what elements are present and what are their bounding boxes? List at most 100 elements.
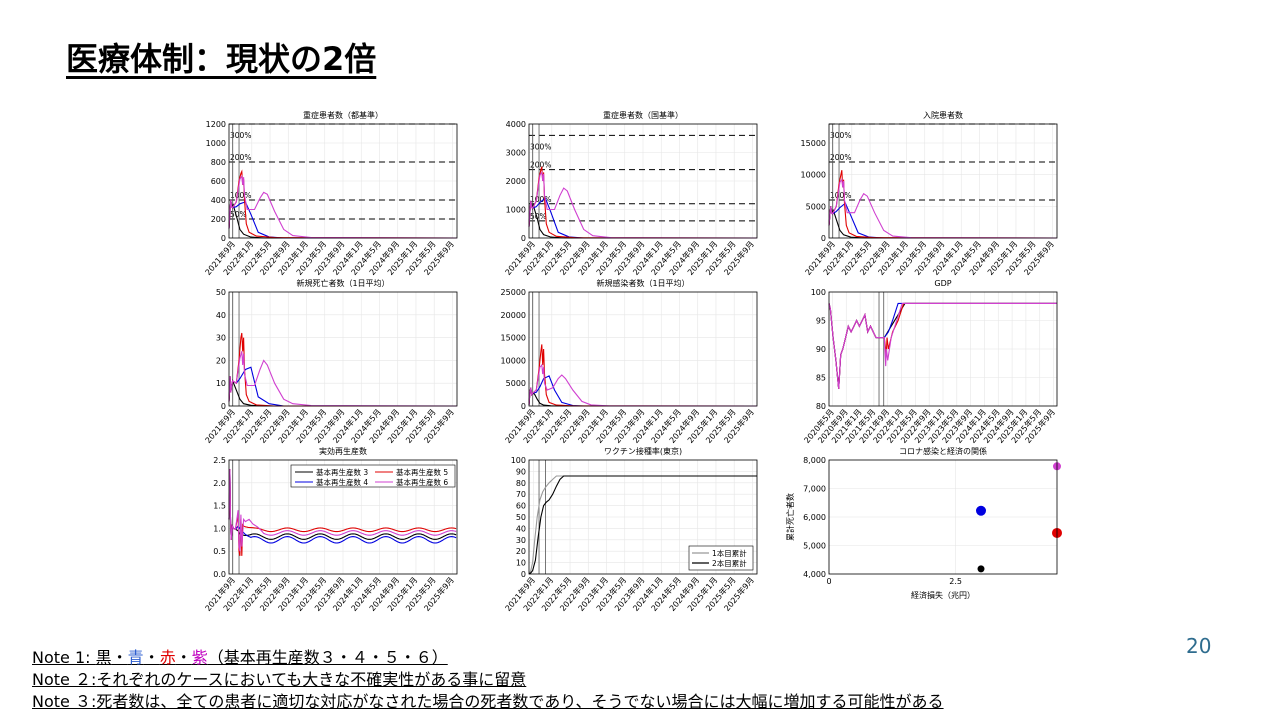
y-tick-label: 6,000 — [803, 513, 826, 522]
chart-title: 実効再生産数 — [319, 446, 367, 456]
series-line-r6 — [228, 351, 458, 407]
legend-label: 基本再生産数 6 — [396, 477, 448, 487]
series-line-r6 — [228, 469, 457, 552]
y-tick-label: 0.0 — [213, 570, 226, 579]
x-tick-label: 2.5 — [949, 577, 962, 586]
y-tick-label: 4,000 — [803, 570, 826, 579]
y-tick-label: 15000 — [801, 139, 826, 148]
chart-inpatients: 0500010000150002021年9月2022年1月2022年5月2022… — [801, 110, 1058, 277]
series-line-r4 — [228, 469, 457, 544]
y-tick-label: 50 — [516, 513, 526, 522]
note-text: ・ — [175, 648, 192, 667]
chart-title: ワクチン接種率(東京) — [604, 446, 682, 456]
scatter-point-r3 — [977, 565, 985, 573]
note-text: 青 — [127, 648, 144, 667]
y-tick-label: 400 — [211, 196, 226, 205]
axis-frame — [228, 123, 458, 239]
y-tick-label: 1.5 — [213, 502, 226, 511]
chart-severe-national: 010002000300040002021年9月2022年1月2022年5月20… — [503, 110, 758, 277]
note-text: それぞれのケースにおいても大きな不確実性がある事に留意 — [96, 670, 527, 689]
axis-frame — [828, 291, 1058, 407]
y-tick-label: 1.0 — [213, 524, 226, 533]
y-tick-label: 85 — [816, 374, 826, 383]
note-text: ・ — [143, 648, 160, 667]
capacity-label: 50% — [530, 212, 547, 221]
y-tick-label: 200 — [211, 215, 226, 224]
y-tick-label: 20 — [216, 356, 226, 365]
capacity-label: 50% — [230, 210, 247, 219]
capacity-label: 200% — [830, 153, 851, 162]
capacity-label: 100% — [830, 191, 851, 200]
legend-box — [290, 464, 456, 488]
y-tick-label: 95 — [816, 317, 826, 326]
chart-title: 新規感染者数（1日平均） — [596, 278, 689, 288]
y-tick-label: 10 — [216, 379, 226, 388]
y-tick-label: 80 — [516, 479, 526, 488]
y-tick-label: 5000 — [506, 379, 526, 388]
series-line-r6 — [828, 302, 1057, 389]
y-axis-label: 累計死亡者数 — [785, 493, 795, 541]
y-tick-label: 25000 — [501, 288, 526, 297]
series-line-r6 — [528, 363, 758, 407]
x-axis-label: 経済損失（兆円） — [911, 590, 975, 600]
capacity-label: 200% — [230, 153, 251, 162]
y-tick-label: 5,000 — [803, 542, 826, 551]
y-tick-label: 20 — [516, 547, 526, 556]
series-line-r6 — [528, 170, 758, 239]
note-text: 死者数は、全ての患者に適切な対応がなされた場合の死者数であり、そうでない場合には… — [96, 692, 944, 711]
note-text: 赤 — [159, 648, 176, 667]
y-tick-label: 0 — [221, 234, 226, 243]
capacity-label: 300% — [230, 131, 251, 140]
y-tick-label: 60 — [516, 502, 526, 511]
y-tick-label: 5000 — [806, 202, 826, 211]
capacity-label: 200% — [530, 161, 551, 170]
axis-frame — [228, 291, 458, 407]
y-tick-label: 90 — [816, 345, 826, 354]
y-tick-label: 10000 — [801, 171, 826, 180]
chart-title: 重症患者数（都基準） — [303, 110, 383, 120]
series-line-dose2 — [528, 475, 757, 575]
y-tick-label: 2000 — [506, 177, 526, 186]
y-tick-label: 7,000 — [803, 485, 826, 494]
chart-title: 新規死亡者数（1日平均） — [296, 278, 389, 288]
y-tick-label: 30 — [516, 536, 526, 545]
y-tick-label: 0 — [221, 402, 226, 411]
legend-box — [688, 545, 754, 571]
chart-severe-tokyo: 0200400600800100012002021年9月2022年1月2022年… — [203, 110, 458, 277]
capacity-label: 100% — [230, 191, 251, 200]
chart-effective-r: 0.00.51.01.52.02.52021年9月2022年1月2022年5月2… — [203, 446, 458, 613]
y-tick-label: 600 — [211, 177, 226, 186]
y-tick-label: 3000 — [506, 149, 526, 158]
y-tick-label: 30 — [216, 334, 226, 343]
chart-title: GDP — [934, 279, 951, 288]
chart-vaccination: 01020304050607080901002021年9月2022年1月2022… — [503, 446, 758, 613]
series-line-r6 — [228, 174, 458, 239]
chart-new-deaths: 010203040502021年9月2022年1月2022年5月2022年9月2… — [203, 278, 458, 445]
y-tick-label: 40 — [216, 311, 226, 320]
axis-frame — [828, 123, 1058, 239]
y-tick-label: 8,000 — [803, 456, 826, 465]
y-tick-label: 10 — [516, 559, 526, 568]
legend-label: 1本目累計 — [712, 548, 747, 558]
y-tick-label: 70 — [516, 490, 526, 499]
y-tick-label: 0 — [821, 234, 826, 243]
y-tick-label: 0 — [521, 402, 526, 411]
y-tick-label: 15000 — [501, 334, 526, 343]
y-tick-label: 0 — [521, 234, 526, 243]
note-text: ・ — [111, 648, 128, 667]
chart-gdp: 808590951002020年5月2020年9月2021年1月2021年5月2… — [802, 279, 1058, 445]
note-3: Note ３:死者数は、全ての患者に適切な対応がなされた場合の死者数であり、そう… — [32, 692, 944, 712]
axis-frame — [228, 459, 458, 575]
y-tick-label: 40 — [516, 524, 526, 533]
y-tick-label: 50 — [216, 288, 226, 297]
y-tick-label: 1000 — [506, 206, 526, 215]
note-1: Note 1: 黒・青・赤・紫（基本再生産数３・４・５・６） — [32, 648, 448, 668]
scatter-point-r4 — [976, 505, 986, 516]
note-text: 黒 — [95, 648, 112, 667]
note-text: 紫 — [191, 648, 208, 667]
chart-new-infections: 05000100001500020000250002021年9月2022年1月2… — [501, 278, 758, 445]
y-tick-label: 10000 — [501, 356, 526, 365]
legend-label: 基本再生産数 5 — [396, 467, 448, 477]
